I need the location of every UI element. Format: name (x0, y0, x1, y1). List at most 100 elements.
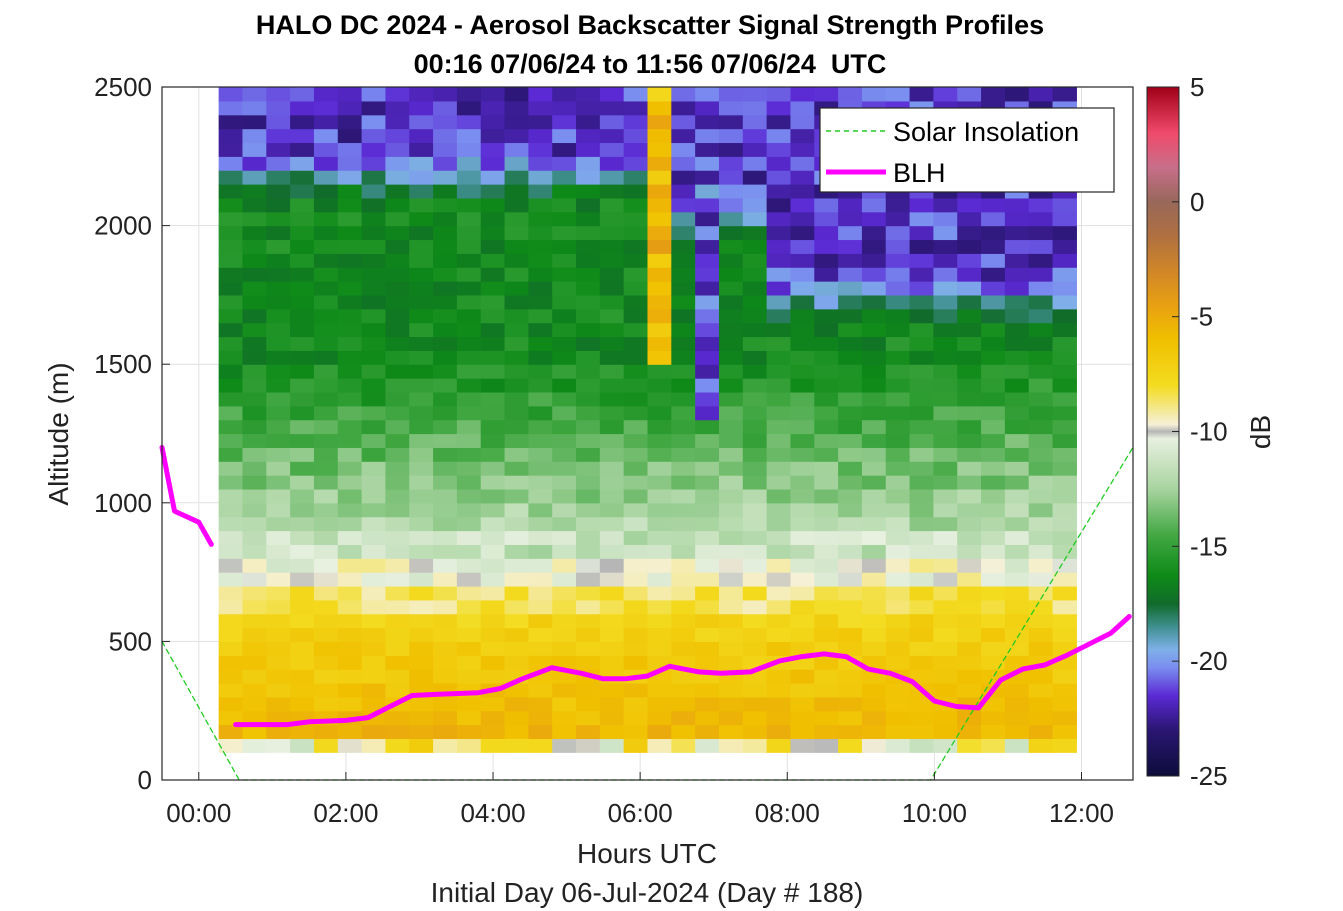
heatmap-cell (623, 267, 649, 282)
heatmap-cell (909, 530, 935, 545)
heatmap-cell (861, 544, 887, 559)
heatmap-cell (242, 239, 267, 254)
heatmap-cell (599, 281, 625, 296)
heatmap-cell (528, 627, 553, 642)
heatmap-cell (838, 461, 863, 476)
heatmap-cell (504, 613, 529, 629)
heatmap-cell (599, 225, 625, 241)
heatmap-cell (742, 170, 768, 185)
heatmap-cell (242, 378, 267, 393)
heatmap-cell (671, 627, 696, 642)
heatmap-cell (433, 322, 458, 338)
heatmap-cell (361, 170, 387, 185)
heatmap-cell (718, 100, 744, 116)
heatmap-cell (623, 350, 649, 365)
heatmap-cell (480, 475, 506, 490)
heatmap-cell (218, 253, 244, 268)
heatmap-cell (647, 211, 672, 227)
heatmap-cell (838, 433, 863, 448)
heatmap-cell (433, 738, 458, 753)
heatmap-cell (266, 585, 291, 601)
heatmap-cell (790, 294, 815, 310)
heatmap-cell (528, 558, 553, 573)
heatmap-cell (909, 502, 935, 518)
heatmap-cell (361, 350, 387, 365)
heatmap-cell (838, 696, 863, 712)
heatmap-cell (742, 599, 768, 615)
heatmap-cell (933, 599, 958, 615)
heatmap-cell (790, 142, 815, 157)
heatmap-cell (290, 308, 315, 324)
heatmap-cell (480, 488, 506, 504)
heatmap-cell (742, 253, 768, 268)
heatmap-cell (337, 378, 363, 393)
heatmap-cell (290, 724, 315, 740)
heatmap-cell (1052, 724, 1077, 740)
heatmap-cell (242, 197, 267, 213)
heatmap-cell (790, 225, 815, 241)
heatmap-cell (337, 142, 363, 157)
heatmap-cell (290, 128, 315, 144)
heatmap-cell (480, 669, 506, 684)
heatmap-cell (552, 211, 577, 227)
heatmap-cell (1052, 405, 1077, 421)
heatmap-cell (266, 502, 291, 518)
heatmap-cell (242, 696, 267, 712)
heatmap-cell (766, 447, 792, 462)
heatmap-cell (361, 502, 387, 518)
heatmap-cell (671, 239, 696, 254)
heatmap-cell (623, 197, 649, 213)
heatmap-cell (337, 419, 363, 435)
heatmap-cell (623, 156, 649, 171)
heatmap-cell (814, 239, 839, 254)
heatmap-cell (909, 488, 935, 504)
heatmap-cell (718, 475, 744, 490)
heatmap-cell (742, 239, 768, 254)
heatmap-cell (266, 156, 291, 171)
heatmap-cell (433, 142, 458, 157)
heatmap-cell (981, 655, 1006, 670)
heatmap-cell (838, 197, 863, 213)
heatmap-cell (480, 572, 506, 587)
heatmap-cell (433, 100, 458, 116)
heatmap-cell (433, 405, 458, 421)
heatmap-cell (409, 405, 434, 421)
heatmap-cell (790, 211, 815, 227)
heatmap-cell (218, 669, 244, 684)
heatmap-cell (266, 530, 291, 545)
heatmap-cell (266, 682, 291, 698)
heatmap-cell (671, 613, 696, 629)
heatmap-cell (576, 128, 601, 144)
heatmap-cell (981, 724, 1006, 740)
heatmap-cell (838, 253, 863, 268)
heatmap-cell (814, 447, 839, 462)
heatmap-cell (266, 738, 291, 753)
heatmap-cell (1004, 682, 1030, 698)
heatmap-cell (433, 87, 458, 102)
heatmap-cell (266, 211, 291, 227)
heatmap-cell (599, 433, 625, 448)
heatmap-cell (909, 378, 935, 393)
heatmap-cell (552, 655, 577, 670)
heatmap-cell (290, 142, 315, 157)
heatmap-cell (480, 308, 506, 324)
heatmap-cell (718, 391, 744, 407)
heatmap-cell (337, 281, 363, 296)
heatmap-cell (790, 475, 815, 490)
heatmap-cell (242, 738, 267, 753)
heatmap-cell (337, 308, 363, 324)
heatmap-cell (290, 655, 315, 670)
heatmap-cell (576, 641, 601, 656)
heatmap-cell (313, 641, 339, 656)
heatmap-cell (623, 710, 649, 726)
heatmap-cell (1052, 627, 1077, 642)
heatmap-cell (337, 724, 363, 740)
heatmap-cell (981, 530, 1006, 545)
heatmap-cell (266, 225, 291, 241)
heatmap-cell (933, 197, 958, 213)
heatmap-cell (1052, 87, 1077, 102)
heatmap-cell (218, 419, 244, 435)
heatmap-cell (695, 281, 720, 296)
heatmap-cell (861, 516, 887, 532)
